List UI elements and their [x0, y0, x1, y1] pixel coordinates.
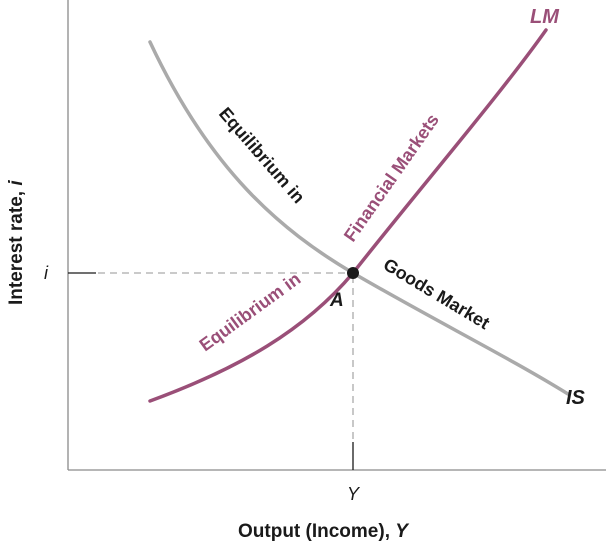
equilibrium-point	[347, 267, 359, 279]
x-axis-title-variable: Y	[395, 521, 410, 542]
equilibrium-label: A	[329, 290, 344, 311]
y-tick-label: i	[44, 263, 49, 283]
x-axis-title-main: Output (Income),	[238, 521, 395, 542]
lm-text-equilibrium-in: Equilibrium in	[196, 269, 305, 356]
x-tick-label: Y	[347, 484, 361, 504]
lm-curve-name: LM	[530, 6, 560, 28]
y-axis-title-main: Interest rate,	[6, 186, 27, 305]
is-text-equilibrium-in: Equilibrium in	[215, 104, 309, 208]
x-axis-title: Output (Income), Y	[238, 521, 410, 542]
is-curve-name: IS	[566, 387, 586, 409]
y-axis-title-variable: i	[6, 180, 27, 186]
y-axis-title: Interest rate, i	[6, 180, 27, 305]
